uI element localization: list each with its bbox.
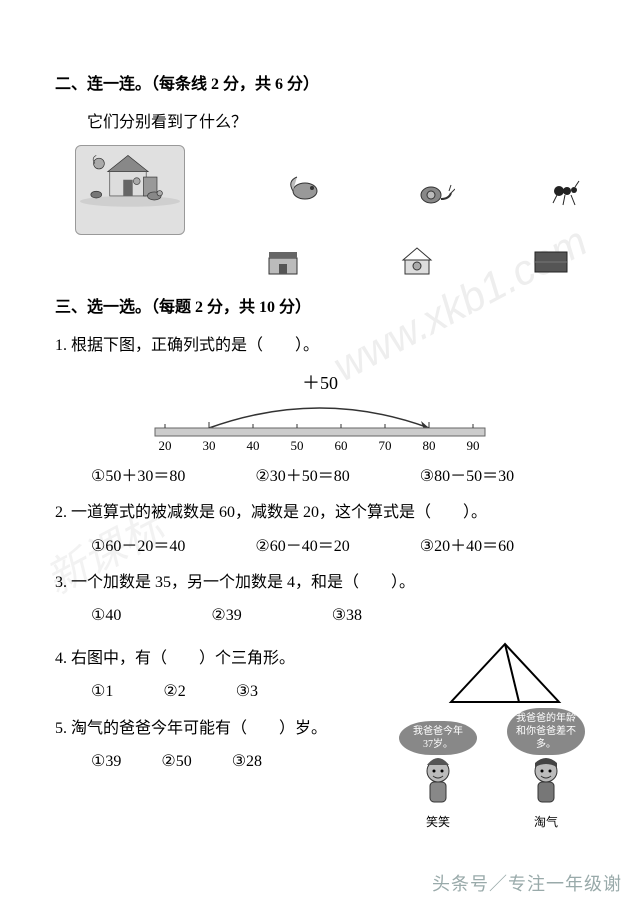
q5-scene: 我爸爸今年 37岁。 笑笑 我爸爸的年龄和你爸爸差不多。 [399, 708, 585, 834]
q5-options: ①39 ②50 ③28 [91, 747, 327, 777]
q4-opt1: ①1 [91, 677, 113, 707]
q4-opt2: ②2 [163, 677, 185, 707]
house-scene-graphic [75, 145, 185, 235]
kid-right-label: 淘气 [534, 811, 558, 834]
q2-opt1: ①60－20＝40 [91, 532, 185, 562]
section2-prompt: 它们分别看到了什么？ [55, 108, 585, 138]
q5-stem: 5. 淘气的爸爸今年可能有（ ）岁。 [55, 714, 327, 744]
kid-left-label: 笑笑 [426, 811, 450, 834]
q2-opt2: ②60－40＝20 [255, 532, 349, 562]
q5-opt3: ③28 [232, 747, 262, 777]
kid-xiaoxiao-icon [415, 755, 461, 809]
q1-opt2: ②30＋50＝80 [255, 462, 349, 492]
q3-opt3: ③38 [332, 601, 362, 631]
number-line-graphic: 20 30 40 50 60 70 80 90 [145, 398, 495, 452]
svg-text:70: 70 [379, 438, 392, 452]
q1-opt3: ③80－50＝30 [420, 462, 514, 492]
svg-text:50: 50 [291, 438, 304, 452]
q1-stem: 1. 根据下图，正确列式的是（ ）。 [55, 331, 585, 361]
matching-area [75, 145, 585, 279]
triangle-figure [445, 638, 565, 708]
q4-stem: 4. 右图中，有（ ）个三角形。 [55, 644, 295, 674]
house-front-icon [261, 243, 305, 279]
q1-arc-label: ＋50 [302, 366, 338, 400]
house-side-icon [395, 243, 439, 279]
svg-text:80: 80 [423, 438, 436, 452]
q3-opt2: ②39 [211, 601, 241, 631]
q2-stem: 2. 一道算式的被减数是 60，减数是 20，这个算式是（ ）。 [55, 498, 585, 528]
svg-text:30: 30 [203, 438, 216, 452]
speech-bubble-left: 我爸爸今年 37岁。 [399, 721, 477, 755]
q1-options: ①50＋30＝80 ②30＋50＝80 ③80－50＝30 [91, 462, 585, 492]
section2-title: 二、连一连。（每条线 2 分，共 6 分） [55, 70, 585, 100]
q4-options: ①1 ②2 ③3 [91, 677, 295, 707]
q3-opt1: ①40 [91, 601, 121, 631]
q3-stem: 3. 一个加数是 35，另一个加数是 4，和是（ ）。 [55, 568, 585, 598]
svg-text:40: 40 [247, 438, 260, 452]
speech-bubble-right: 我爸爸的年龄和你爸爸差不多。 [507, 708, 585, 755]
ant-icon [545, 172, 585, 208]
snail-icon [415, 172, 455, 208]
bird-icon [285, 172, 325, 208]
svg-text:90: 90 [467, 438, 480, 452]
wall-icon [529, 243, 573, 279]
q2-opt3: ③20＋40＝60 [420, 532, 514, 562]
svg-text:60: 60 [335, 438, 348, 452]
q2-options: ①60－20＝40 ②60－40＝20 ③20＋40＝60 [91, 532, 585, 562]
q5-opt1: ①39 [91, 747, 121, 777]
section3-title: 三、选一选。（每题 2 分，共 10 分） [55, 293, 585, 323]
q4-opt3: ③3 [236, 677, 258, 707]
q1-opt1: ①50＋30＝80 [91, 462, 185, 492]
footer-attribution: 头条号／专注一年级谢 [432, 870, 622, 896]
q3-options: ①40 ②39 ③38 [91, 601, 585, 631]
q5-opt2: ②50 [161, 747, 191, 777]
svg-text:20: 20 [159, 438, 172, 452]
kid-taoqi-icon [523, 755, 569, 809]
q1-number-line: ＋50 20 30 40 50 60 70 80 90 [55, 366, 585, 452]
